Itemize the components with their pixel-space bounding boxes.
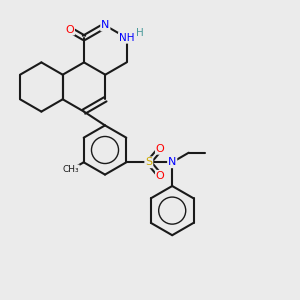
Text: N: N	[101, 20, 110, 31]
Text: S: S	[145, 157, 152, 167]
Text: O: O	[65, 25, 74, 34]
Text: O: O	[156, 144, 165, 154]
Text: N: N	[168, 157, 176, 167]
Text: NH: NH	[119, 33, 134, 43]
Text: O: O	[156, 171, 165, 181]
Text: H: H	[136, 28, 144, 38]
Text: CH₃: CH₃	[62, 165, 79, 174]
